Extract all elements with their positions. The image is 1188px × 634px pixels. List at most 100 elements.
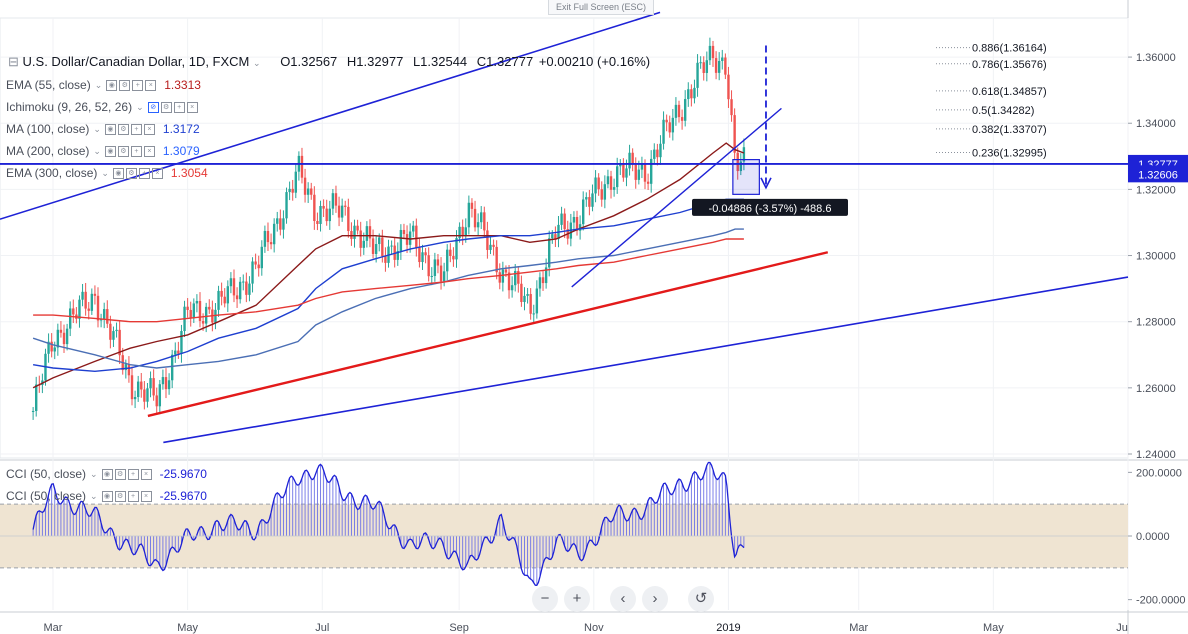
candle-body [102, 309, 106, 320]
candle-body [646, 181, 650, 184]
candle-body [693, 87, 696, 99]
candle-body [724, 57, 727, 75]
candle-body [439, 265, 443, 282]
candle-body [254, 261, 257, 265]
zoom-out-button[interactable]: − [532, 586, 558, 612]
add-icon[interactable]: + [127, 490, 139, 502]
fib-level-label: 0.382(1.33707) [972, 124, 1047, 136]
add-icon[interactable]: + [173, 101, 185, 113]
indicator-ma100-legend[interactable]: MA (100, close) ⌄ ◉ ⚙ + × 1.3172 [6, 122, 200, 136]
indicator-value: -25.9670 [159, 489, 207, 503]
candle-body [303, 177, 307, 195]
exit-fullscreen-button[interactable]: Exit Full Screen (ESC) [548, 0, 654, 15]
fib-level-label: 0.5(1.34282) [972, 105, 1034, 117]
low-value: L1.32544 [412, 54, 468, 69]
candle-body [368, 226, 372, 239]
indicator-ma200-legend[interactable]: MA (200, close) ⌄ ◉ ⚙ + × 1.3079 [6, 144, 200, 158]
candle-body [591, 193, 594, 207]
upper-channel-line [0, 11, 661, 220]
zoom-in-button[interactable]: + [564, 586, 590, 612]
collapse-icon[interactable]: ⊟ [8, 54, 19, 69]
candle-body [359, 230, 362, 248]
indicator-ichimoku-legend[interactable]: Ichimoku (9, 26, 52, 26) ⌄ ⊘ ⚙ + × [6, 100, 200, 114]
close-icon[interactable]: × [140, 468, 152, 480]
indicator-label: CCI (50, close) [6, 467, 87, 481]
close-icon[interactable]: × [151, 167, 163, 179]
gear-icon[interactable]: ⚙ [160, 101, 172, 113]
candle-body [582, 199, 585, 225]
gear-icon[interactable]: ⚙ [117, 145, 129, 157]
scroll-right-button[interactable]: › [642, 586, 668, 612]
candle-body [446, 249, 449, 272]
chevron-down-icon[interactable]: ⌄ [136, 101, 144, 112]
reset-chart-button[interactable]: ↺ [688, 586, 714, 612]
chevron-down-icon[interactable]: ⌄ [90, 490, 98, 501]
candle-body [640, 163, 644, 170]
candle-body [347, 206, 350, 232]
chevron-down-icon[interactable]: ⌄ [90, 468, 98, 479]
symbol-name[interactable]: U.S. Dollar/Canadian Dollar, 1D, FXCM [22, 54, 250, 69]
candle-body [331, 193, 335, 209]
candle-body [334, 193, 338, 206]
indicator-ema300-legend[interactable]: EMA (300, close) ⌄ ◉ ⚙ + × 1.3054 [6, 166, 208, 180]
candle-body [384, 256, 387, 263]
time-tick-label: Mar [44, 622, 63, 634]
eye-icon[interactable]: ◉ [104, 123, 116, 135]
candle-body [353, 225, 356, 239]
candle-body [489, 244, 492, 250]
candle-body [649, 158, 653, 184]
candle-body [378, 237, 381, 245]
candle-body [717, 60, 721, 73]
gear-icon[interactable]: ⚙ [114, 468, 126, 480]
close-icon[interactable]: × [143, 145, 155, 157]
candle-body [31, 411, 35, 412]
gear-icon[interactable]: ⚙ [119, 79, 131, 91]
candle-body [136, 381, 140, 398]
chevron-down-icon[interactable]: ⌄ [93, 123, 101, 134]
cci-legend-1[interactable]: CCI (50, close) ⌄ ◉ ⚙ + × -25.9670 [6, 467, 207, 481]
close-icon[interactable]: × [145, 79, 157, 91]
add-icon[interactable]: + [132, 79, 144, 91]
candle-body [492, 244, 495, 247]
eye-icon[interactable]: ◉ [101, 490, 113, 502]
candle-body [486, 230, 489, 250]
chevron-down-icon[interactable]: ⌄ [94, 79, 103, 90]
cci-legend-2[interactable]: CCI (50, close) ⌄ ◉ ⚙ + × -25.9670 [6, 489, 207, 503]
indicator-ema55-legend[interactable]: EMA (55, close) ⌄ ◉ ⚙ + × 1.3313 [6, 78, 201, 92]
candle-body [288, 188, 291, 193]
candle-body [263, 230, 267, 247]
add-icon[interactable]: + [130, 145, 142, 157]
gear-icon[interactable]: ⚙ [125, 167, 137, 179]
add-icon[interactable]: + [130, 123, 142, 135]
scroll-left-button[interactable]: ‹ [610, 586, 636, 612]
candle-body [78, 299, 81, 319]
price-tick-label: 1.26000 [1136, 383, 1176, 395]
close-icon[interactable]: × [186, 101, 198, 113]
candle-body [405, 234, 409, 245]
time-tick-label: May [177, 622, 198, 634]
gear-icon[interactable]: ⚙ [117, 123, 129, 135]
candle-body [282, 218, 285, 230]
eye-icon[interactable]: ◉ [106, 79, 118, 91]
candle-body [294, 171, 297, 193]
candle-body [313, 194, 316, 221]
candle-body [356, 225, 359, 231]
eye-icon[interactable]: ◉ [101, 468, 113, 480]
close-icon[interactable]: × [140, 490, 152, 502]
gear-icon[interactable]: ⚙ [114, 490, 126, 502]
hidden-eye-icon[interactable]: ⊘ [147, 101, 159, 113]
price-badge [1128, 165, 1188, 183]
close-icon[interactable]: × [143, 123, 155, 135]
chevron-down-icon[interactable]: ⌄ [101, 167, 109, 178]
candle-body [260, 246, 264, 269]
time-tick-label: Nov [584, 622, 604, 634]
candle-body [220, 290, 223, 297]
eye-icon[interactable]: ◉ [112, 167, 124, 179]
add-icon[interactable]: + [138, 167, 150, 179]
chevron-down-icon[interactable]: ⌄ [253, 58, 261, 68]
chevron-down-icon[interactable]: ⌄ [93, 145, 101, 156]
add-icon[interactable]: + [127, 468, 139, 480]
candle-body [226, 286, 230, 304]
eye-icon[interactable]: ◉ [104, 145, 116, 157]
